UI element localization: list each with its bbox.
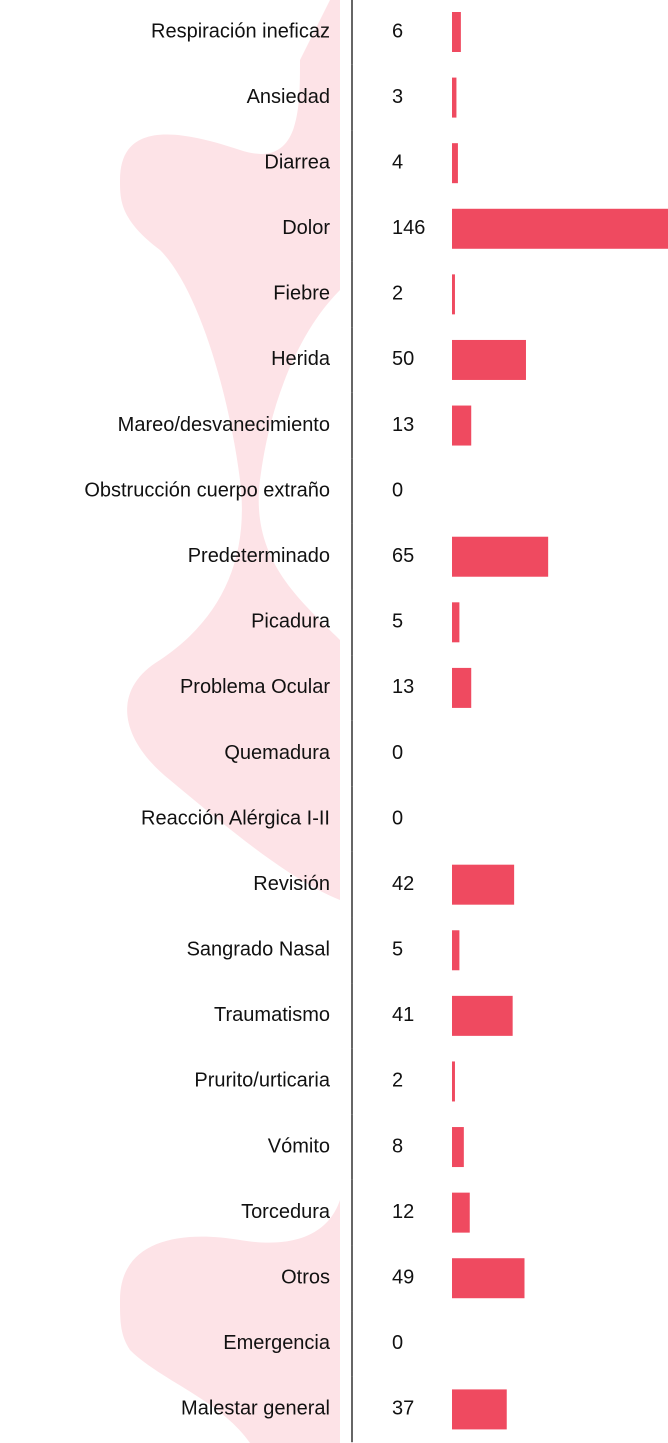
row-label: Emergencia — [223, 1332, 331, 1354]
row-label: Otros — [281, 1267, 330, 1289]
value-label: 12 — [392, 1201, 414, 1223]
row-label: Herida — [271, 348, 331, 370]
row-label: Traumatismo — [214, 1004, 330, 1026]
row-label: Sangrado Nasal — [187, 939, 330, 961]
value-label: 65 — [392, 545, 414, 567]
row-label: Prurito/urticaria — [194, 1070, 330, 1092]
row-label: Reacción Alérgica I-II — [141, 807, 330, 829]
value-label: 2 — [392, 1070, 403, 1092]
row-label: Malestar general — [181, 1398, 330, 1420]
row-label: Revisión — [253, 873, 330, 895]
row-label: Quemadura — [224, 742, 330, 764]
value-label: 6 — [392, 20, 403, 42]
bar — [452, 668, 471, 708]
value-label: 0 — [392, 807, 403, 829]
row-label: Fiebre — [273, 283, 330, 305]
row-label: Picadura — [251, 611, 331, 633]
bar — [452, 537, 548, 577]
value-label: 5 — [392, 611, 403, 633]
value-label: 0 — [392, 479, 403, 501]
bar — [452, 1061, 455, 1101]
row-label: Diarrea — [264, 151, 330, 173]
row-label: Respiración ineficaz — [151, 20, 330, 42]
bar — [452, 1258, 524, 1298]
value-label: 37 — [392, 1398, 414, 1420]
bar — [452, 865, 514, 905]
bar — [452, 340, 526, 380]
row-label: Vómito — [268, 1135, 330, 1157]
bar — [452, 12, 461, 52]
row-label: Problema Ocular — [180, 676, 330, 698]
bar — [452, 209, 668, 249]
value-label: 13 — [392, 676, 414, 698]
bar — [452, 996, 513, 1036]
bar — [452, 1389, 507, 1429]
bar — [452, 602, 459, 642]
row-label: Obstrucción cuerpo extraño — [84, 479, 330, 501]
row-label: Mareo/desvanecimiento — [118, 414, 330, 436]
value-label: 49 — [392, 1267, 414, 1289]
bar — [452, 1193, 470, 1233]
row-label: Predeterminado — [188, 545, 330, 567]
page: {"chart_data": {"type": "bar", "orientat… — [0, 0, 668, 1443]
bar — [452, 406, 471, 446]
value-label: 50 — [392, 348, 414, 370]
value-label: 3 — [392, 86, 403, 108]
value-label: 4 — [392, 151, 403, 173]
row-label: Ansiedad — [247, 86, 330, 108]
value-label: 146 — [392, 217, 425, 239]
row-label: Torcedura — [241, 1201, 331, 1223]
bar — [452, 78, 456, 118]
value-label: 5 — [392, 939, 403, 961]
value-label: 42 — [392, 873, 414, 895]
value-label: 0 — [392, 742, 403, 764]
row-label: Dolor — [282, 217, 330, 239]
value-label: 8 — [392, 1135, 403, 1157]
value-label: 41 — [392, 1004, 414, 1026]
value-label: 2 — [392, 283, 403, 305]
value-label: 13 — [392, 414, 414, 436]
bar — [452, 143, 458, 183]
value-label: 0 — [392, 1332, 403, 1354]
bar — [452, 930, 459, 970]
bar — [452, 274, 455, 314]
bar-list: Respiración ineficaz 6 Ansiedad 3 Diarrea 4 Do… — [0, 0, 668, 1443]
bar — [452, 1127, 464, 1167]
